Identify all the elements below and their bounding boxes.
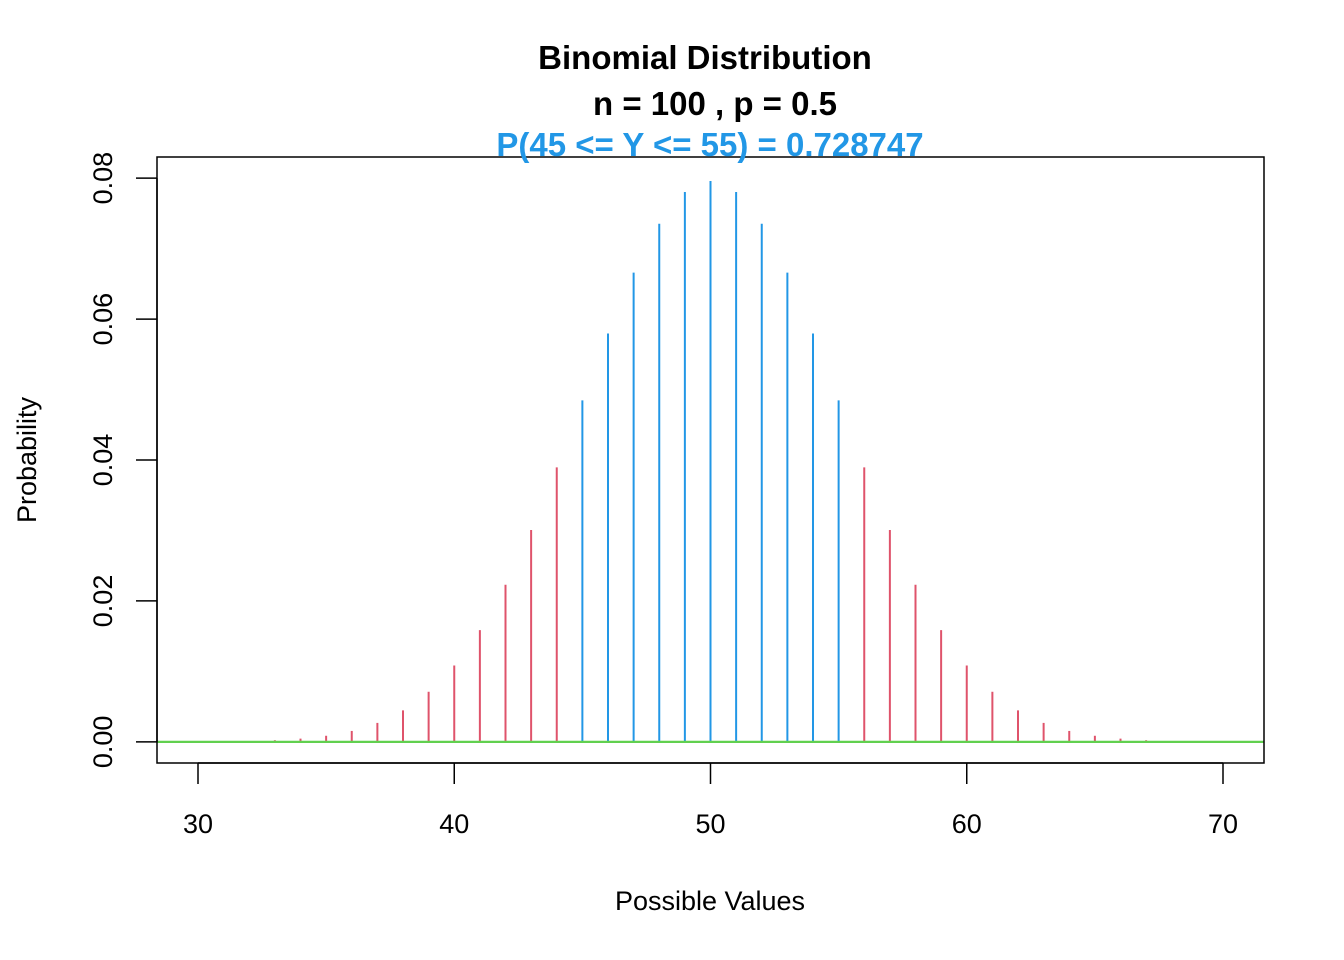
x-axis-label: Possible Values bbox=[615, 886, 805, 916]
y-tick-label-1: 0.02 bbox=[88, 575, 118, 628]
y-tick-label-0: 0.00 bbox=[88, 716, 118, 769]
chart-title: Binomial Distribution bbox=[538, 39, 872, 76]
bar-series bbox=[197, 181, 1224, 742]
x-tick-label-60: 60 bbox=[952, 809, 982, 839]
chart-subtitle: n = 100 , p = 0.5 bbox=[593, 85, 837, 122]
x-tick-label-70: 70 bbox=[1208, 809, 1238, 839]
probability-annotation: P(45 <= Y <= 55) = 0.728747 bbox=[496, 126, 923, 163]
x-tick-label-50: 50 bbox=[695, 809, 725, 839]
x-axis: 30 40 50 60 70 bbox=[183, 762, 1238, 839]
plot-area bbox=[156, 156, 1265, 764]
y-axis-label: Probability bbox=[12, 396, 42, 523]
y-tick-label-3: 0.06 bbox=[88, 293, 118, 346]
x-tick-label-30: 30 bbox=[183, 809, 213, 839]
y-axis: 0.00 0.02 0.04 0.06 0.08 bbox=[88, 152, 158, 769]
y-tick-label-2: 0.04 bbox=[88, 434, 118, 487]
x-tick-label-40: 40 bbox=[439, 809, 469, 839]
y-tick-label-4: 0.08 bbox=[88, 152, 118, 205]
